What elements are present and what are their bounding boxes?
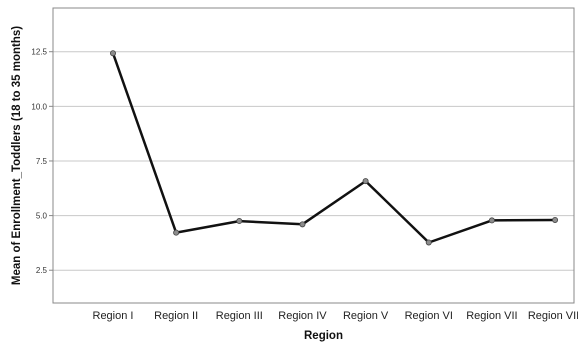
data-point [109, 50, 116, 57]
x-category-label: Region V [343, 310, 389, 322]
x-category-label: Region III [216, 310, 263, 322]
x-category-label: Region II [154, 310, 198, 322]
y-tick-label: 12.5 [31, 48, 47, 57]
x-category-label: Region VII [466, 310, 517, 322]
data-point [362, 178, 369, 185]
y-tick-label: 5.0 [36, 212, 48, 221]
x-category-label: Region IV [278, 310, 327, 322]
plot-frame [52, 7, 575, 304]
x-axis-title: Region [304, 330, 343, 342]
y-tick-label: 2.5 [36, 266, 48, 275]
x-axis-categories: Region I Region II Region III Region IV Regi… [93, 310, 578, 322]
data-point [173, 229, 180, 236]
data-point [552, 216, 559, 223]
data-point [299, 221, 306, 228]
x-category-label: Region VIII [528, 310, 578, 322]
data-markers [109, 50, 559, 246]
y-tick-label: 10.0 [31, 102, 47, 111]
x-category-label: Region I [93, 310, 134, 322]
y-axis-ticks: 2.5 5.0 7.5 10.0 12.5 [31, 48, 53, 275]
y-axis-title: Mean of Enrollment_Toddlers (18 to 35 mo… [11, 26, 23, 285]
x-category-label: Region VI [405, 310, 453, 322]
data-point [488, 217, 495, 224]
data-point [425, 239, 432, 246]
data-point [236, 218, 243, 225]
y-tick-label: 7.5 [36, 157, 48, 166]
series-line [111, 52, 556, 244]
